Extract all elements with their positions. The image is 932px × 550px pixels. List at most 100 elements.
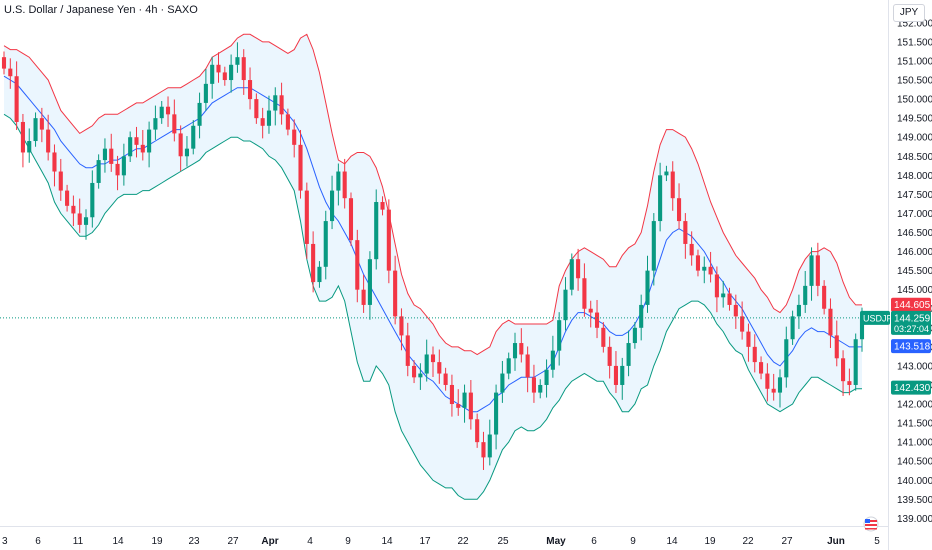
symbol-tag-bg	[860, 310, 890, 325]
middle-band-badge-bg	[891, 339, 931, 354]
candle-body	[708, 266, 713, 275]
candle-body	[443, 373, 448, 385]
candle-body	[58, 171, 63, 191]
y-tick-label: 150.000	[897, 95, 932, 106]
y-tick-label: 143.000	[897, 361, 932, 372]
y-tick-label: 151.500	[897, 37, 932, 48]
candle-body	[494, 392, 499, 435]
candle-body	[159, 106, 164, 119]
candle-body	[822, 285, 827, 309]
candle-body	[399, 316, 404, 336]
y-tick-label: 148.500	[897, 152, 932, 163]
candle-body	[582, 278, 587, 309]
x-tick-label: 22	[742, 536, 754, 547]
y-tick-label: 140.000	[897, 476, 932, 487]
candle-body	[134, 137, 139, 145]
candle-body	[456, 404, 461, 408]
candle-body	[298, 144, 303, 191]
candle-body	[803, 285, 808, 305]
candle-body	[96, 160, 101, 183]
x-tick-label: 14	[112, 536, 124, 547]
candle-body	[544, 369, 549, 385]
x-tick-label: 6	[35, 536, 41, 547]
candle-body	[481, 442, 486, 458]
y-tick-label: 145.500	[897, 266, 932, 277]
candle-body	[809, 255, 814, 286]
x-tick-label: 23	[188, 536, 200, 547]
candle-body	[355, 240, 360, 290]
candle-body	[834, 335, 839, 359]
candle-body	[689, 243, 694, 256]
candle-body	[361, 289, 366, 305]
candle-body	[576, 259, 581, 279]
candle-body	[752, 346, 757, 363]
candle-body	[759, 362, 764, 374]
candle-body	[639, 304, 644, 328]
candle-body	[607, 346, 612, 366]
lower-band-badge: 142.430	[894, 383, 931, 394]
x-tick-label: Apr	[261, 536, 278, 547]
candle-body	[765, 373, 770, 389]
candle-body	[311, 243, 316, 283]
y-tick-label: 152.000	[897, 18, 932, 29]
y-tick-label: 149.000	[897, 133, 932, 144]
x-tick-label: 11	[73, 536, 84, 547]
candle-body	[39, 118, 44, 130]
x-tick-label: 19	[704, 536, 716, 547]
candle-body	[172, 114, 177, 134]
candle-body	[14, 76, 19, 122]
candle-body	[714, 274, 719, 298]
candle-body	[147, 129, 152, 153]
y-tick-label: 141.000	[897, 438, 932, 449]
candle-body	[109, 148, 114, 164]
candle-body	[853, 339, 858, 385]
candle-body	[721, 293, 726, 298]
candle-body	[292, 129, 297, 145]
candle-body	[178, 133, 183, 157]
candle-body	[184, 148, 190, 157]
currency-label[interactable]: JPY	[893, 4, 925, 22]
candle-body	[740, 316, 745, 332]
candle-body	[746, 331, 751, 347]
candle-body	[330, 190, 335, 222]
x-tick-label: 5	[874, 536, 880, 547]
candle-body	[102, 148, 107, 161]
candle-body	[33, 118, 38, 142]
x-tick-label: 27	[781, 536, 793, 547]
lower-band-badge-bg	[891, 380, 931, 395]
candle-body	[254, 99, 259, 119]
candle-body	[20, 121, 25, 153]
y-tick-label: 140.500	[897, 457, 932, 468]
candle-body	[525, 354, 530, 378]
x-tick-label: May	[546, 536, 566, 547]
upper-band-badge: 144.605	[894, 300, 931, 311]
candle-body	[121, 156, 126, 176]
x-tick-label: 14	[666, 536, 678, 547]
candle-body	[348, 198, 354, 241]
candle-body	[430, 354, 436, 363]
candle-body	[588, 308, 593, 313]
candle-body	[260, 118, 265, 126]
candle-body	[342, 171, 347, 199]
x-tick-label: 9	[345, 536, 351, 547]
candle-body	[52, 152, 57, 172]
y-tick-label: 145.000	[897, 285, 932, 296]
candle-body	[128, 137, 133, 157]
candle-body	[613, 365, 619, 385]
candle-body	[632, 327, 637, 344]
x-tick-label: 27	[227, 536, 239, 547]
candle-body	[367, 259, 372, 305]
candle-body	[8, 68, 13, 77]
candle-body	[651, 221, 656, 271]
candle-body	[165, 106, 171, 115]
candle-body	[266, 110, 272, 126]
y-tick-label: 146.500	[897, 228, 932, 239]
x-tick-label: 22	[457, 536, 469, 547]
candle-body	[670, 171, 675, 199]
candle-body	[468, 392, 473, 420]
candle-body	[847, 381, 852, 385]
x-tick-label: 17	[419, 536, 431, 547]
candle-body	[506, 358, 511, 374]
